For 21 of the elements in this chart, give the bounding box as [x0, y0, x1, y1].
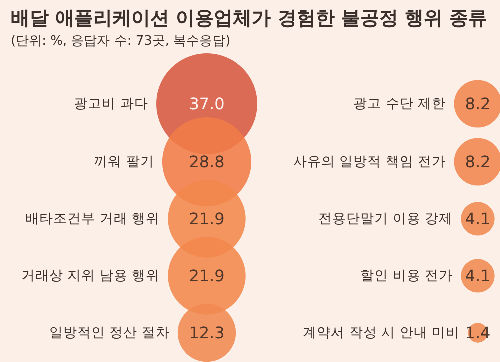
- data-label: 4.1: [465, 266, 491, 286]
- category-label: 일방적인 정산 절차: [49, 325, 170, 341]
- data-label: 37.0: [189, 94, 225, 114]
- data-label: 21.9: [189, 210, 225, 228]
- category-label: 배타조건부 거래 행위: [26, 211, 160, 227]
- data-label: 28.8: [189, 152, 225, 172]
- category-label: 계약서 작성 시 안내 미비: [303, 325, 460, 341]
- data-label: 8.2: [465, 152, 491, 172]
- data-label: 21.9: [189, 266, 225, 286]
- category-label: 광고 수단 제한: [354, 96, 446, 112]
- category-label: 전용단말기 이용 강제: [318, 211, 454, 227]
- category-label: 끼워 팔기: [94, 154, 154, 170]
- text: (단위: %, 응답자 수: 73곳, 복수응답): [11, 34, 231, 49]
- data-label: 8.2: [465, 94, 491, 114]
- category-label: 광고비 과다: [74, 96, 149, 112]
- text: 배달 애플리케이션 이용업체가 경험한 불공정 행위 종류: [11, 8, 488, 30]
- category-label: 사유의 일방적 책임 전가: [293, 154, 446, 170]
- data-label: 12.3: [189, 324, 225, 342]
- category-label: 할인 비용 전가: [360, 268, 454, 284]
- category-label: 거래상 지위 남용 행위: [21, 268, 160, 284]
- data-label: 4.1: [465, 210, 491, 228]
